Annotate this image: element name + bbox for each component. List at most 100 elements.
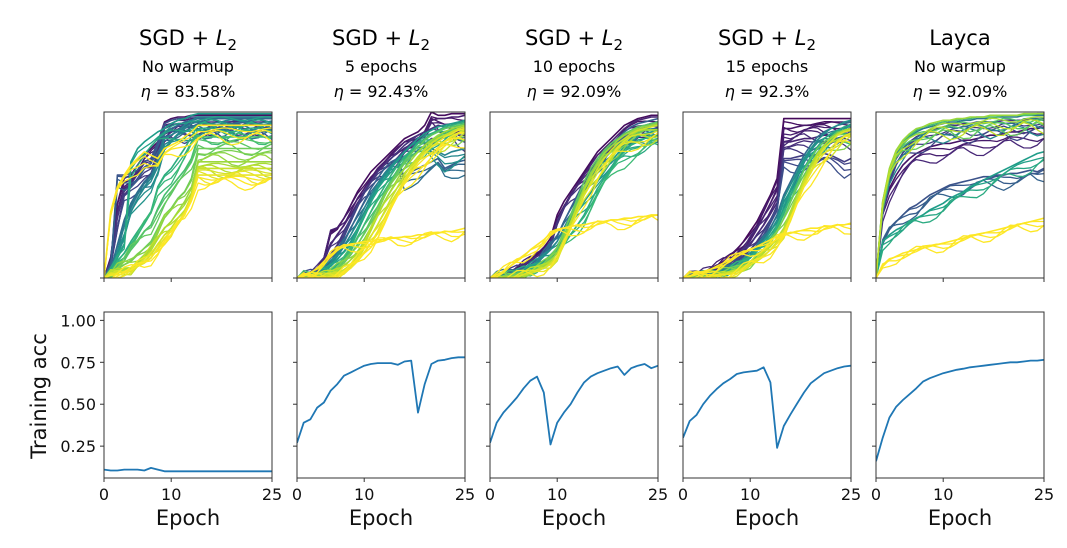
training-acc-panel-2: 0 10 25 Epoch [292,311,475,530]
panel-title-1: SGD + L2 No warmup η = 83.58% [139,26,237,101]
panel-title-warmup: 15 epochs [726,57,809,76]
series-group [104,112,272,278]
x-tick-label: 25 [262,485,282,504]
layer-curve [876,121,1044,278]
series-group [297,356,465,444]
layer-curve [104,178,272,278]
training-acc-panel-4: 0 10 25 Epoch [678,311,861,530]
training-acc-line [297,356,465,444]
layer-curve [297,143,465,278]
layer-rotation-panel-4 [679,111,852,282]
x-axis-label: Epoch [928,506,992,530]
layer-curve [490,125,658,278]
panel-title-eta: η = 92.09% [913,82,1008,101]
layer-curve [297,129,465,278]
panel-title-warmup: No warmup [142,57,234,76]
layer-curve [104,124,272,278]
layer-curve [104,176,272,278]
panel-title-5: Layca No warmup η = 92.09% [913,26,1008,101]
layer-curve [104,127,272,278]
axes-frame [682,311,852,479]
x-tick-label: 0 [99,485,109,504]
training-acc-panel-3: 0 10 25 Epoch [485,311,668,530]
x-tick-label: 0 [678,485,688,504]
x-axis-label: Epoch [156,506,220,530]
x-tick-label: 25 [1034,485,1054,504]
series-group [297,112,465,278]
layer-curve [490,215,658,278]
training-acc-line [104,466,272,473]
y-axis-label: Training acc [27,333,51,460]
training-acc-line [490,363,658,446]
panel-title-warmup: 10 epochs [533,57,616,76]
x-tick-label: 0 [871,485,881,504]
series-group [876,112,1044,278]
y-tick-label: 0.75 [60,353,96,372]
series-group [490,114,658,278]
layer-curve [876,118,1044,278]
layer-curve [683,224,851,278]
layer-curve [876,159,1044,278]
axes-frame [875,311,1045,479]
layer-curve [876,222,1044,278]
training-acc-panel-5: 0 10 25 Epoch [871,311,1054,530]
axes-frame [296,311,466,479]
y-tick-label: 1.00 [60,311,96,330]
training-acc-panel-1: 0 10 25 0.25 0.50 0.75 1.00 Epoch [60,311,282,530]
x-tick-label: 10 [547,485,567,504]
panel-title-eta: η = 92.3% [725,82,810,101]
x-tick-label: 10 [354,485,374,504]
x-tick-label: 10 [161,485,181,504]
x-axis-label: Epoch [349,506,413,530]
layer-rotation-panel-2 [293,111,466,282]
layer-curve [683,223,851,278]
x-tick-label: 25 [455,485,475,504]
layer-curve [297,119,465,278]
layer-curve [876,158,1044,278]
layer-curve [104,140,272,278]
training-acc-line [683,364,851,449]
layer-curve [490,132,658,278]
layer-curve [297,131,465,278]
panel-title-eta: η = 92.09% [527,82,622,101]
series-group [683,364,851,449]
layer-curve [490,214,658,278]
layer-curve [104,151,272,278]
layer-curve [876,116,1044,278]
layer-rotation-panel-5 [872,111,1045,282]
panel-title-warmup: 5 epochs [345,57,417,76]
layer-curve [104,129,272,278]
panel-title-eta: η = 83.58% [141,82,236,101]
layer-curve [104,117,272,278]
x-tick-label: 25 [841,485,861,504]
layer-curve [104,112,272,278]
layer-curve [490,141,658,278]
layer-curve [490,114,658,278]
series-group [683,117,851,278]
layer-curve [876,125,1044,278]
layer-curve [876,112,1044,278]
layer-curve [297,230,465,278]
axes-frame [103,311,273,479]
panel-title-method: SGD + L2 [139,26,237,54]
series-group [104,466,272,473]
layer-curve [683,139,851,278]
layer-curve [876,121,1044,278]
training-acc-line [876,358,1044,462]
panel-title-method: Layca [929,26,990,50]
panel-title-eta: η = 92.43% [334,82,429,101]
x-tick-label: 0 [485,485,495,504]
x-axis-label: Epoch [542,506,606,530]
panel-title-3: SGD + L2 10 epochs η = 92.09% [525,26,623,101]
layer-curve [876,169,1044,278]
layer-curve [104,132,272,278]
layer-curve [876,115,1044,278]
layer-curve [297,132,465,278]
panel-title-method: SGD + L2 [718,26,816,54]
y-tick-label: 0.50 [60,395,96,414]
layer-curve [104,115,272,278]
series-group [490,363,658,446]
x-tick-label: 10 [740,485,760,504]
layer-rotation-panel-1 [100,111,273,282]
axes-frame [489,311,659,479]
